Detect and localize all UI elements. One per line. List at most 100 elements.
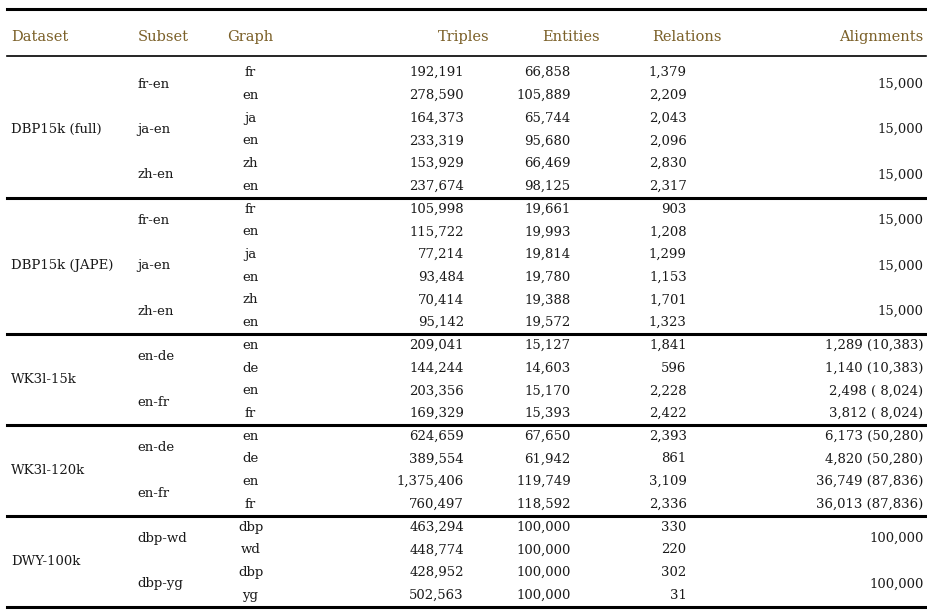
Text: 19,993: 19,993 <box>524 225 570 238</box>
Text: ja-en: ja-en <box>137 123 171 136</box>
Text: en-de: en-de <box>137 441 174 454</box>
Text: 1,323: 1,323 <box>648 316 686 329</box>
Text: 463,294: 463,294 <box>409 521 464 534</box>
Text: 278,590: 278,590 <box>409 89 464 102</box>
Text: 95,142: 95,142 <box>417 316 464 329</box>
Text: 760,497: 760,497 <box>409 498 464 511</box>
Text: fr-en: fr-en <box>137 214 170 227</box>
Text: 233,319: 233,319 <box>409 134 464 147</box>
Text: 19,388: 19,388 <box>524 293 570 306</box>
Text: 15,127: 15,127 <box>524 339 570 352</box>
Text: 596: 596 <box>661 362 686 375</box>
Text: 115,722: 115,722 <box>409 225 464 238</box>
Text: 77,214: 77,214 <box>417 248 464 261</box>
Text: en: en <box>242 134 259 147</box>
Text: en: en <box>242 339 259 352</box>
Text: 1,375,406: 1,375,406 <box>397 475 464 488</box>
Text: 1,289 (10,383): 1,289 (10,383) <box>824 339 922 352</box>
Text: 15,000: 15,000 <box>876 123 922 136</box>
Text: 15,000: 15,000 <box>876 168 922 182</box>
Text: 1,153: 1,153 <box>648 271 686 284</box>
Text: Alignments: Alignments <box>838 30 922 44</box>
Text: dbp-wd: dbp-wd <box>137 532 187 545</box>
Text: 1,208: 1,208 <box>648 225 686 238</box>
Text: zh: zh <box>243 157 258 170</box>
Text: 19,572: 19,572 <box>524 316 570 329</box>
Text: Dataset: Dataset <box>11 30 69 44</box>
Text: DWY-100k: DWY-100k <box>11 554 81 568</box>
Text: en: en <box>242 384 259 397</box>
Text: 118,592: 118,592 <box>515 498 570 511</box>
Text: Subset: Subset <box>137 30 188 44</box>
Text: 237,674: 237,674 <box>409 180 464 193</box>
Text: 3,812 ( 8,024): 3,812 ( 8,024) <box>829 407 922 420</box>
Text: 2,336: 2,336 <box>648 498 686 511</box>
Text: 302: 302 <box>661 566 686 579</box>
Text: 1,299: 1,299 <box>648 248 686 261</box>
Text: 2,209: 2,209 <box>648 89 686 102</box>
Text: 192,191: 192,191 <box>409 66 464 79</box>
Text: en: en <box>242 89 259 102</box>
Text: 169,329: 169,329 <box>409 407 464 420</box>
Text: ja: ja <box>244 112 257 125</box>
Text: 3,109: 3,109 <box>648 475 686 488</box>
Text: 624,659: 624,659 <box>409 430 464 443</box>
Text: 100,000: 100,000 <box>515 543 570 556</box>
Text: 19,661: 19,661 <box>524 203 570 216</box>
Text: 903: 903 <box>661 203 686 216</box>
Text: 428,952: 428,952 <box>409 566 464 579</box>
Text: Entities: Entities <box>541 30 599 44</box>
Text: fr: fr <box>245 407 256 420</box>
Text: 2,096: 2,096 <box>648 134 686 147</box>
Text: 100,000: 100,000 <box>515 566 570 579</box>
Text: 100,000: 100,000 <box>868 577 922 591</box>
Text: 220: 220 <box>661 543 686 556</box>
Text: 70,414: 70,414 <box>417 293 464 306</box>
Text: 66,469: 66,469 <box>524 157 570 170</box>
Text: 1,140 (10,383): 1,140 (10,383) <box>824 362 922 375</box>
Text: 4,820 (50,280): 4,820 (50,280) <box>824 453 922 465</box>
Text: fr: fr <box>245 203 256 216</box>
Text: 15,170: 15,170 <box>524 384 570 397</box>
Text: 153,929: 153,929 <box>409 157 464 170</box>
Text: yg: yg <box>242 589 259 602</box>
Text: 31: 31 <box>669 589 686 602</box>
Text: 66,858: 66,858 <box>524 66 570 79</box>
Text: fr-en: fr-en <box>137 77 170 91</box>
Text: 15,000: 15,000 <box>876 259 922 273</box>
Text: en: en <box>242 225 259 238</box>
Text: 100,000: 100,000 <box>515 589 570 602</box>
Text: 164,373: 164,373 <box>409 112 464 125</box>
Text: 2,228: 2,228 <box>648 384 686 397</box>
Text: 2,498 ( 8,024): 2,498 ( 8,024) <box>829 384 922 397</box>
Text: 95,680: 95,680 <box>524 134 570 147</box>
Text: en: en <box>242 316 259 329</box>
Text: 14,603: 14,603 <box>524 362 570 375</box>
Text: 861: 861 <box>661 453 686 465</box>
Text: Triples: Triples <box>438 30 489 44</box>
Text: en: en <box>242 475 259 488</box>
Text: 105,998: 105,998 <box>409 203 464 216</box>
Text: 15,000: 15,000 <box>876 77 922 91</box>
Text: 209,041: 209,041 <box>409 339 464 352</box>
Text: WK3l-120k: WK3l-120k <box>11 464 85 477</box>
Text: 2,317: 2,317 <box>648 180 686 193</box>
Text: dbp: dbp <box>237 566 263 579</box>
Text: 15,393: 15,393 <box>524 407 570 420</box>
Text: Graph: Graph <box>227 30 273 44</box>
Text: DBP15k (JAPE): DBP15k (JAPE) <box>11 259 113 273</box>
Text: 448,774: 448,774 <box>409 543 464 556</box>
Text: 2,422: 2,422 <box>648 407 686 420</box>
Text: ja: ja <box>244 248 257 261</box>
Text: dbp-yg: dbp-yg <box>137 577 183 591</box>
Text: 98,125: 98,125 <box>524 180 570 193</box>
Text: 2,393: 2,393 <box>648 430 686 443</box>
Text: Relations: Relations <box>652 30 720 44</box>
Text: 36,749 (87,836): 36,749 (87,836) <box>815 475 922 488</box>
Text: WK3l-15k: WK3l-15k <box>11 373 77 386</box>
Text: 61,942: 61,942 <box>524 453 570 465</box>
Text: 1,701: 1,701 <box>648 293 686 306</box>
Text: en: en <box>242 180 259 193</box>
Text: 67,650: 67,650 <box>524 430 570 443</box>
Text: 100,000: 100,000 <box>515 521 570 534</box>
